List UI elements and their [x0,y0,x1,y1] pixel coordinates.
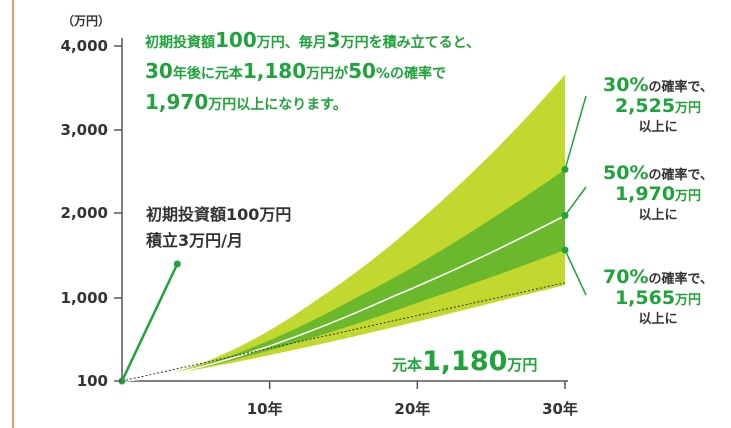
y-unit-label: （万円） [62,12,110,29]
headline-line-1: 初期投資額100万円、毎月3万円を積み立てると、 [145,26,480,57]
callout-70pct: 70%の確率で、 1,565万円 以上に [589,268,727,329]
headline-line-2: 30年後に元本1,180万円が50%の確率で [145,57,480,88]
note-line-2: 積立3万円/月 [146,228,291,254]
percentile-marker-1 [562,212,569,219]
y-tick-label: 1,000 [61,289,108,307]
investment-note: 初期投資額100万円 積立3万円/月 [146,202,291,254]
y-tick-label: 100 [77,372,108,390]
x-tick-label: 30年 [542,400,578,418]
callout-30pct: 30%の確率で、 2,525万円 以上に [589,76,727,137]
callout-leader-0 [565,96,586,169]
contribution-line [122,264,177,381]
percentile-marker-2 [562,246,569,253]
callout-leader-2 [565,250,586,295]
x-tick-label: 20年 [394,400,430,418]
headline: 初期投資額100万円、毎月3万円を積み立てると、 30年後に元本1,180万円が… [145,26,480,119]
contribution-point [174,261,181,268]
note-line-1: 初期投資額100万円 [146,202,291,228]
x-tick-label: 10年 [247,400,283,418]
percentile-marker-0 [562,166,569,173]
headline-line-3: 1,970万円以上になります。 [145,88,480,119]
y-tick-label: 2,000 [61,204,108,222]
callout-leader-1 [565,187,586,216]
y-tick-label: 3,000 [61,121,108,139]
principal-label: 元本1,180万円 [392,346,537,377]
y-tick-label: 4,000 [61,37,108,55]
callout-50pct: 50%の確率で、 1,970万円 以上に [589,164,727,225]
